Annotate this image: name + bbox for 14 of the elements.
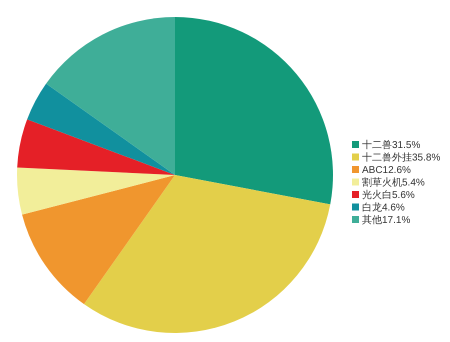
pie-slice (84, 175, 330, 333)
legend-label: 十二兽31.5% (362, 139, 420, 151)
legend-label: 其他17.1% (362, 214, 410, 226)
pie-slice (17, 119, 175, 175)
pie-slice (27, 84, 175, 175)
legend-label: 白龙4.6% (362, 202, 405, 214)
legend-label: 光火白5.6% (362, 189, 415, 201)
legend-label: ABC12.6% (362, 165, 412, 176)
pie-slice (17, 168, 175, 215)
legend-label: 十二兽外挂35.8% (362, 152, 440, 164)
pie-slice (22, 175, 175, 304)
legend-label: 割草火机5.4% (362, 176, 425, 188)
pie-slice (175, 17, 333, 204)
pie-slice (46, 17, 175, 175)
